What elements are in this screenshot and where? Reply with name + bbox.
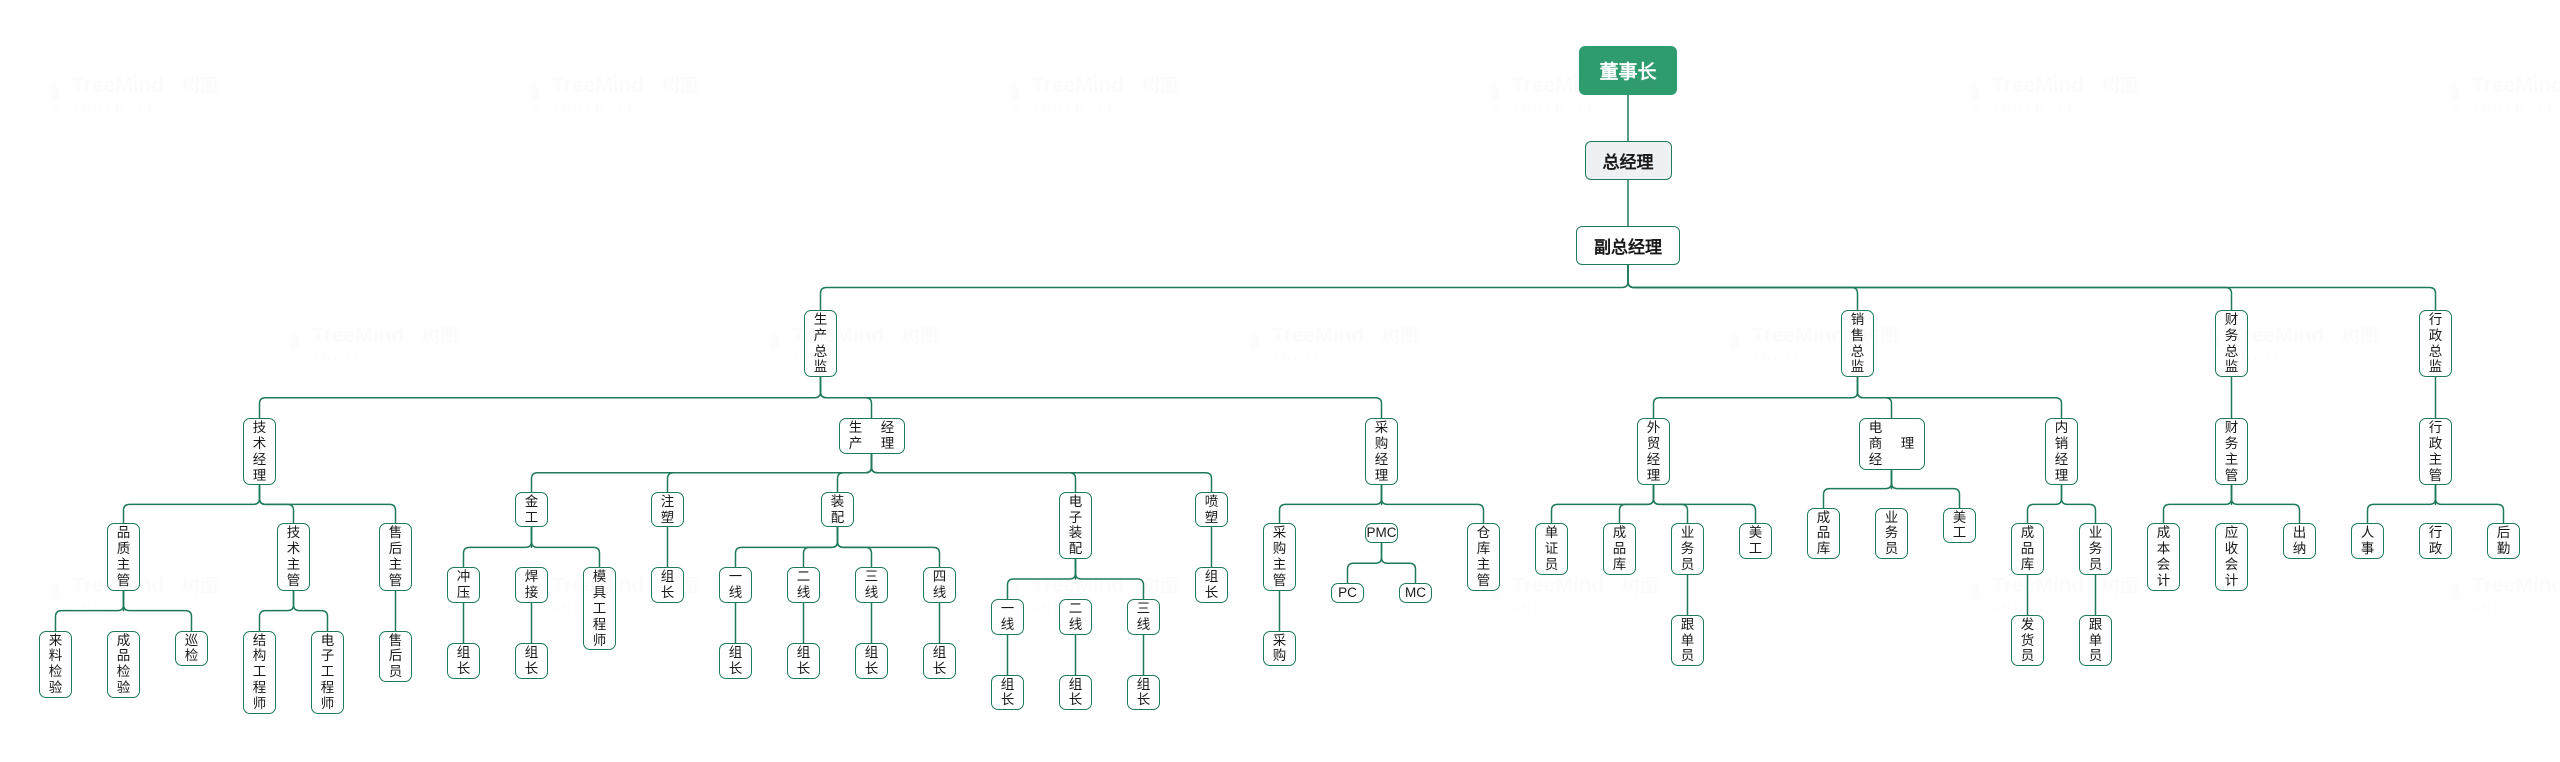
- svg-text:shutu.cn: shutu.cn: [1752, 351, 1838, 366]
- svg-text:shutu.cn: shutu.cn: [1512, 101, 1598, 116]
- svg-text:shutu.cn: shutu.cn: [72, 601, 158, 616]
- svg-text:树图: 树图: [1622, 75, 1658, 96]
- svg-text:TreeMind: TreeMind: [72, 574, 164, 597]
- svg-text:树图: 树图: [662, 575, 698, 596]
- svg-text:TreeMind: TreeMind: [1512, 74, 1604, 97]
- svg-text:shutu.cn: shutu.cn: [1992, 601, 2078, 616]
- svg-text:shutu.cn: shutu.cn: [2472, 101, 2558, 116]
- svg-text:TreeMind: TreeMind: [312, 324, 404, 347]
- svg-text:shutu.cn: shutu.cn: [1272, 351, 1358, 366]
- svg-text:TreeMind: TreeMind: [2232, 324, 2324, 347]
- svg-text:shutu.cn: shutu.cn: [312, 351, 398, 366]
- svg-text:TreeMind: TreeMind: [792, 324, 884, 347]
- svg-text:shutu.cn: shutu.cn: [552, 601, 638, 616]
- svg-text:shutu.cn: shutu.cn: [1512, 601, 1598, 616]
- svg-text:树图: 树图: [182, 75, 218, 96]
- svg-text:树图: 树图: [422, 325, 458, 346]
- svg-text:树图: 树图: [902, 325, 938, 346]
- svg-text:树图: 树图: [2102, 575, 2138, 596]
- svg-text:TreeMind: TreeMind: [2472, 574, 2560, 597]
- svg-text:TreeMind: TreeMind: [2472, 74, 2560, 97]
- svg-text:TreeMind: TreeMind: [1992, 74, 2084, 97]
- svg-text:树图: 树图: [1862, 325, 1898, 346]
- svg-text:shutu.cn: shutu.cn: [1032, 601, 1118, 616]
- svg-text:shutu.cn: shutu.cn: [72, 101, 158, 116]
- svg-text:树图: 树图: [182, 575, 218, 596]
- svg-text:TreeMind: TreeMind: [1512, 574, 1604, 597]
- svg-text:树图: 树图: [2342, 325, 2378, 346]
- svg-text:树图: 树图: [662, 75, 698, 96]
- svg-text:TreeMind: TreeMind: [552, 74, 644, 97]
- svg-text:树图: 树图: [1142, 575, 1178, 596]
- svg-text:TreeMind: TreeMind: [1752, 324, 1844, 347]
- svg-text:TreeMind: TreeMind: [1272, 324, 1364, 347]
- svg-text:树图: 树图: [1622, 575, 1658, 596]
- svg-text:TreeMind: TreeMind: [1032, 574, 1124, 597]
- svg-text:TreeMind: TreeMind: [72, 74, 164, 97]
- svg-text:树图: 树图: [1142, 75, 1178, 96]
- svg-text:TreeMind: TreeMind: [552, 574, 644, 597]
- svg-text:shutu.cn: shutu.cn: [1032, 101, 1118, 116]
- svg-text:shutu.cn: shutu.cn: [2472, 601, 2558, 616]
- svg-text:树图: 树图: [1382, 325, 1418, 346]
- svg-text:shutu.cn: shutu.cn: [552, 101, 638, 116]
- svg-text:shutu.cn: shutu.cn: [1992, 101, 2078, 116]
- svg-text:TreeMind: TreeMind: [1032, 74, 1124, 97]
- svg-text:shutu.cn: shutu.cn: [792, 351, 878, 366]
- svg-text:树图: 树图: [2102, 75, 2138, 96]
- svg-text:shutu.cn: shutu.cn: [2232, 351, 2318, 366]
- svg-text:TreeMind: TreeMind: [1992, 574, 2084, 597]
